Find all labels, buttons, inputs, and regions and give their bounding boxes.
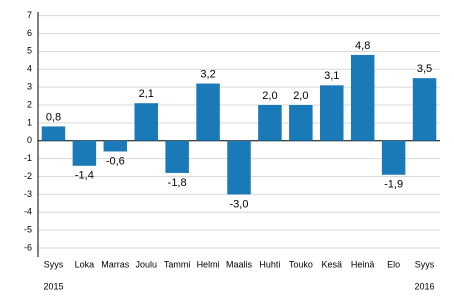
value-label: -3,0 xyxy=(230,198,249,210)
x-tick-label: Touko xyxy=(289,259,313,269)
bar xyxy=(289,104,313,141)
bar xyxy=(258,104,282,141)
bar xyxy=(134,103,158,141)
x-tick-label: Helmi xyxy=(197,259,220,269)
year-label: 2016 xyxy=(415,281,435,291)
bar xyxy=(72,140,97,166)
y-tick-label: -5 xyxy=(24,225,32,235)
y-tick-label: -1 xyxy=(24,153,32,163)
y-tick-label: 0 xyxy=(27,135,32,145)
bar xyxy=(350,54,375,141)
value-label: -0,6 xyxy=(106,155,125,167)
x-tick-label: Kesä xyxy=(322,259,343,269)
y-tick-label: -2 xyxy=(24,171,32,181)
value-label: 4,8 xyxy=(355,40,370,52)
x-tick-label: Huhti xyxy=(259,259,280,269)
value-label: 0,8 xyxy=(46,111,61,123)
y-tick-label: 2 xyxy=(27,99,32,109)
y-tick-label: 7 xyxy=(27,10,32,20)
bar xyxy=(41,126,66,141)
value-label: 3,1 xyxy=(324,70,339,82)
x-tick-label: Syys xyxy=(44,259,64,269)
y-tick-label: -6 xyxy=(24,242,32,252)
y-tick-label: -4 xyxy=(24,207,32,217)
x-tick-label: Marras xyxy=(101,259,130,269)
bar xyxy=(227,140,251,195)
value-label: -1,8 xyxy=(168,177,187,189)
bar xyxy=(320,85,344,141)
value-label: 2,0 xyxy=(262,90,277,102)
x-tick-label: Syys xyxy=(415,259,435,269)
y-tick-label: 1 xyxy=(27,117,32,127)
bar xyxy=(381,140,406,175)
x-tick-label: Joulu xyxy=(135,259,157,269)
value-label: -1,9 xyxy=(384,179,403,191)
year-label: 2015 xyxy=(43,281,63,291)
value-label: 3,5 xyxy=(417,63,432,75)
x-tick-label: Loka xyxy=(75,259,95,269)
bar xyxy=(412,78,437,141)
value-label: 3,2 xyxy=(200,68,215,80)
y-tick-label: 4 xyxy=(27,64,32,74)
value-label: -1,4 xyxy=(75,170,94,182)
bar xyxy=(165,140,189,173)
y-tick-label: -3 xyxy=(24,189,32,199)
x-tick-label: Maalis xyxy=(226,259,253,269)
bar xyxy=(103,140,128,152)
x-tick-label: Tammi xyxy=(164,259,191,269)
x-tick-label: Heinä xyxy=(351,259,375,269)
x-tick-label: Elo xyxy=(387,259,400,269)
y-tick-label: 3 xyxy=(27,81,32,91)
bar xyxy=(196,83,220,141)
value-label: 2,0 xyxy=(293,90,308,102)
value-label: 2,1 xyxy=(139,88,154,100)
y-tick-label: 6 xyxy=(27,28,32,38)
y-tick-label: 5 xyxy=(27,46,32,56)
